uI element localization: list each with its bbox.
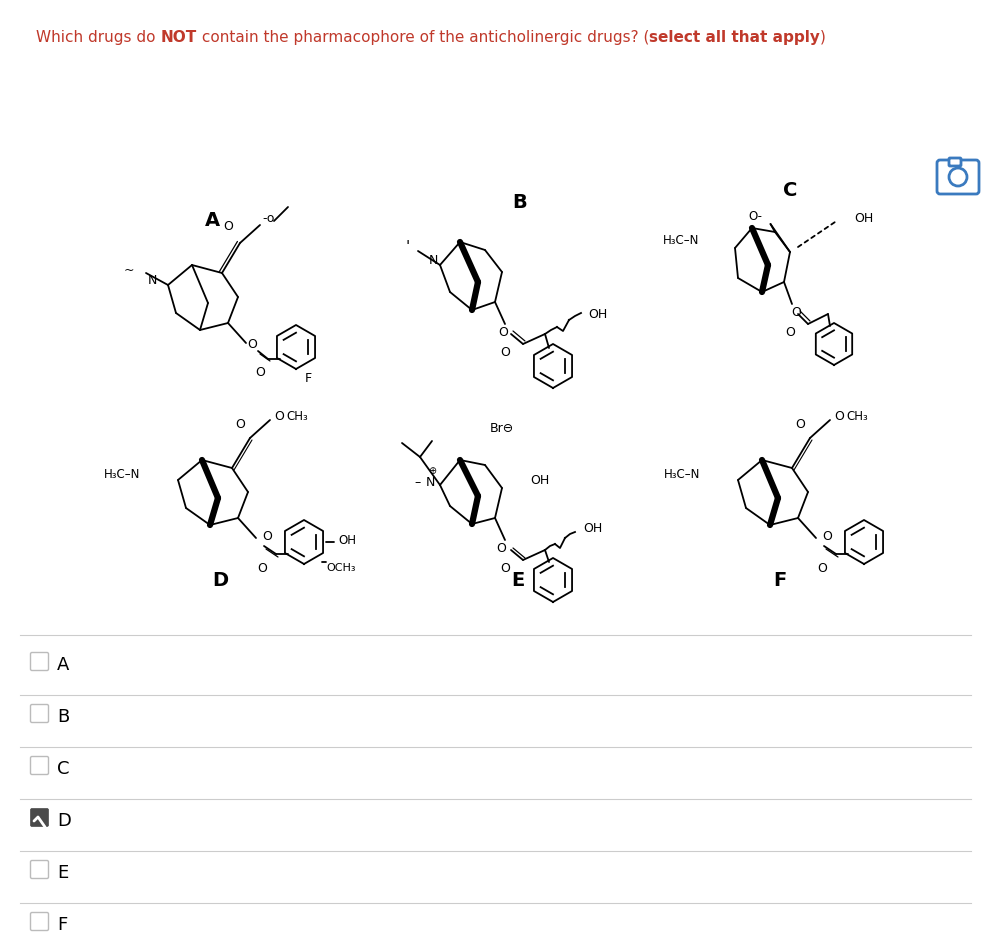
FancyBboxPatch shape — [937, 160, 979, 194]
Text: B: B — [57, 708, 69, 726]
Text: A: A — [57, 656, 69, 674]
Text: N: N — [148, 273, 157, 286]
Text: O: O — [223, 220, 233, 233]
Text: –: – — [415, 477, 421, 490]
Text: O: O — [500, 562, 510, 575]
Text: O: O — [262, 530, 272, 542]
FancyBboxPatch shape — [31, 704, 49, 722]
Text: O: O — [785, 326, 795, 339]
Text: ⊕: ⊕ — [428, 466, 436, 476]
Text: NOT: NOT — [161, 30, 196, 45]
Text: H₃C–N: H₃C–N — [664, 467, 700, 480]
Text: E: E — [511, 570, 524, 590]
Text: O: O — [255, 367, 265, 380]
Text: A: A — [204, 211, 220, 230]
Text: ': ' — [405, 240, 410, 255]
Text: F: F — [773, 570, 787, 590]
Text: O: O — [795, 417, 805, 430]
Text: ): ) — [820, 30, 826, 45]
Text: O: O — [500, 345, 510, 358]
Text: -o: -o — [262, 213, 275, 226]
Text: C: C — [57, 760, 69, 778]
Text: Which drugs do: Which drugs do — [36, 30, 161, 45]
Text: F: F — [57, 916, 67, 933]
Text: OH: OH — [338, 534, 356, 547]
Text: O: O — [235, 417, 245, 430]
Text: H₃C–N: H₃C–N — [663, 233, 699, 246]
Text: OH: OH — [530, 474, 549, 486]
Text: O: O — [274, 410, 283, 423]
Text: E: E — [57, 864, 68, 882]
Text: OH: OH — [588, 308, 607, 321]
Text: O-: O- — [748, 210, 762, 222]
Text: F: F — [304, 372, 311, 385]
Text: D: D — [212, 570, 228, 590]
FancyBboxPatch shape — [31, 860, 49, 879]
Text: C: C — [783, 180, 797, 200]
Text: O: O — [834, 410, 844, 423]
Text: O: O — [496, 541, 506, 554]
Text: O: O — [817, 562, 826, 575]
Text: O: O — [822, 530, 831, 542]
Text: ~: ~ — [124, 263, 134, 276]
Text: OH: OH — [854, 212, 873, 225]
FancyBboxPatch shape — [31, 757, 49, 774]
Text: Br⊖: Br⊖ — [490, 422, 514, 435]
Text: N: N — [425, 477, 435, 490]
Text: O: O — [791, 305, 801, 318]
Text: B: B — [512, 192, 527, 212]
Text: H₃C–N: H₃C–N — [104, 467, 140, 480]
FancyBboxPatch shape — [949, 158, 961, 166]
Text: O: O — [498, 326, 508, 339]
Text: contain the pharmacophore of the anticholinergic drugs? (: contain the pharmacophore of the anticho… — [196, 30, 649, 45]
Circle shape — [949, 168, 967, 186]
Text: select all that apply: select all that apply — [649, 30, 820, 45]
Text: O: O — [247, 339, 257, 352]
FancyBboxPatch shape — [31, 652, 49, 671]
Text: CH₃: CH₃ — [846, 410, 868, 423]
FancyBboxPatch shape — [31, 809, 49, 827]
Text: OH: OH — [583, 522, 603, 535]
Text: CH₃: CH₃ — [286, 410, 308, 423]
Text: D: D — [57, 812, 71, 830]
Text: O: O — [257, 562, 267, 575]
Text: N: N — [428, 255, 438, 268]
FancyBboxPatch shape — [31, 912, 49, 930]
Text: OCH₃: OCH₃ — [326, 563, 356, 573]
